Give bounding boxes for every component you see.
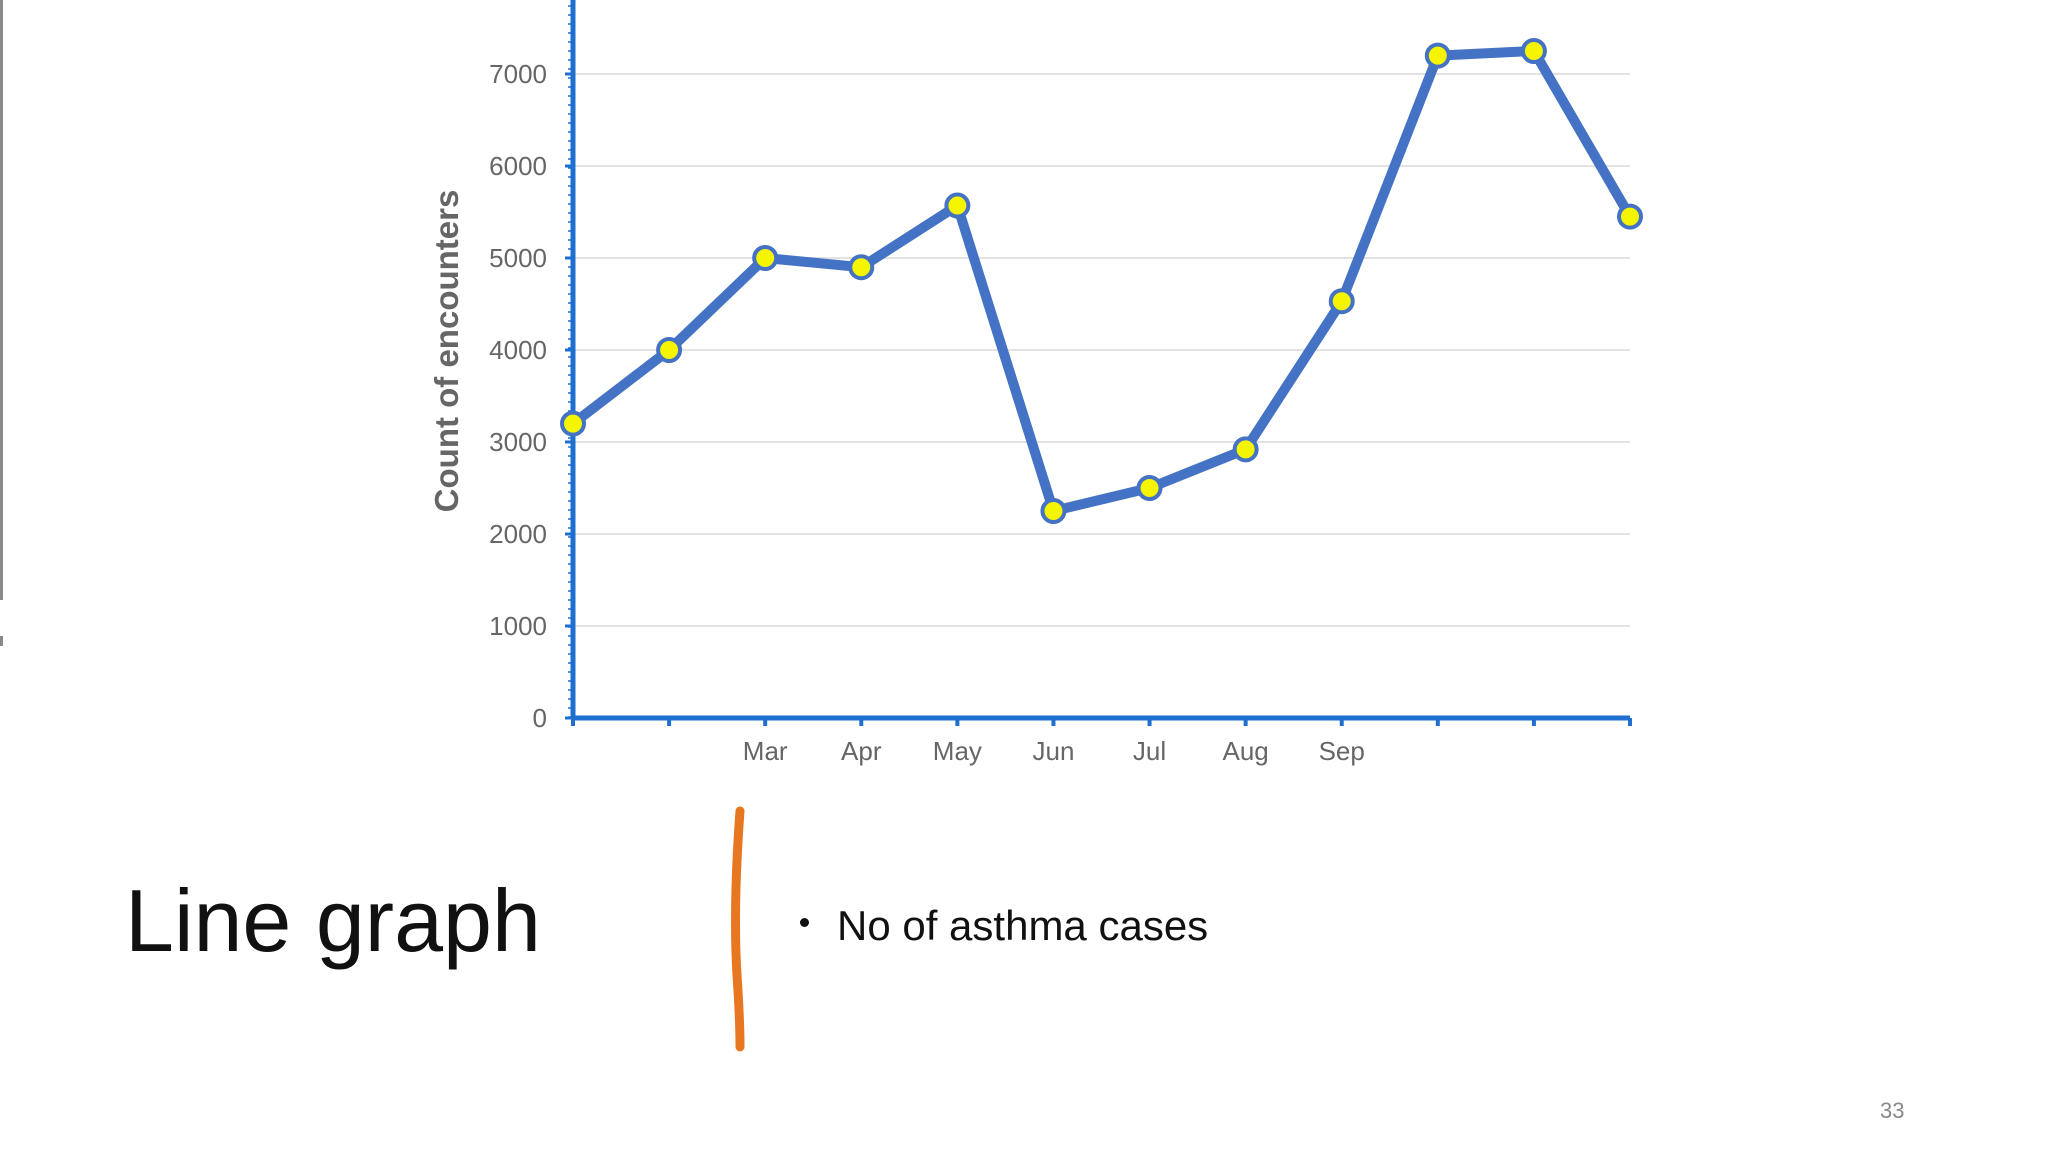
orange-divider <box>731 806 745 1052</box>
left-edge-tick <box>0 636 3 646</box>
x-tick-label: Mar <box>743 736 788 766</box>
bullet-item: No of asthma cases <box>800 902 1208 950</box>
y-tick-label: 4000 <box>489 335 547 365</box>
data-point <box>752 245 779 271</box>
slide-number: 33 <box>1880 1098 1905 1123</box>
y-tick-label: 2000 <box>489 519 547 549</box>
data-point <box>656 337 683 363</box>
slide-title: Line graph <box>125 871 541 970</box>
series-line <box>568 46 1635 516</box>
bullet-list: No of asthma cases <box>800 902 1208 950</box>
bullet-text: No of asthma cases <box>837 902 1209 949</box>
data-point <box>848 254 875 281</box>
x-tick-label: Apr <box>841 736 882 766</box>
data-point <box>560 410 586 437</box>
x-tick-label: May <box>933 736 982 766</box>
y-tick-label: 3000 <box>489 427 547 457</box>
y-tick-label: 0 <box>533 703 547 733</box>
data-point <box>1520 38 1547 64</box>
y-tick-label: 6000 <box>489 151 547 181</box>
data-point <box>1617 203 1643 230</box>
data-point <box>944 192 971 219</box>
x-tick-label: Sep <box>1319 736 1365 766</box>
x-tick-label: Jun <box>1032 736 1074 766</box>
y-tick-label: 1000 <box>489 611 547 641</box>
data-point <box>1040 498 1067 524</box>
x-tick-label: Aug <box>1223 736 1269 766</box>
bullet-dot <box>800 917 809 927</box>
data-point <box>1232 436 1259 463</box>
left-edge-rule <box>0 0 3 600</box>
data-point <box>1424 42 1451 69</box>
y-axis-title: Count of encounters <box>428 190 465 513</box>
y-tick-label: 5000 <box>489 243 547 273</box>
data-point <box>1136 475 1163 501</box>
y-tick-label: 7000 <box>489 59 547 89</box>
data-point <box>1328 288 1355 315</box>
x-tick-label: Jul <box>1133 736 1166 766</box>
line-chart: 0 1000 2000 3000 4000 5000 6000 7000 Mar Apr May Ju… <box>428 0 1643 766</box>
